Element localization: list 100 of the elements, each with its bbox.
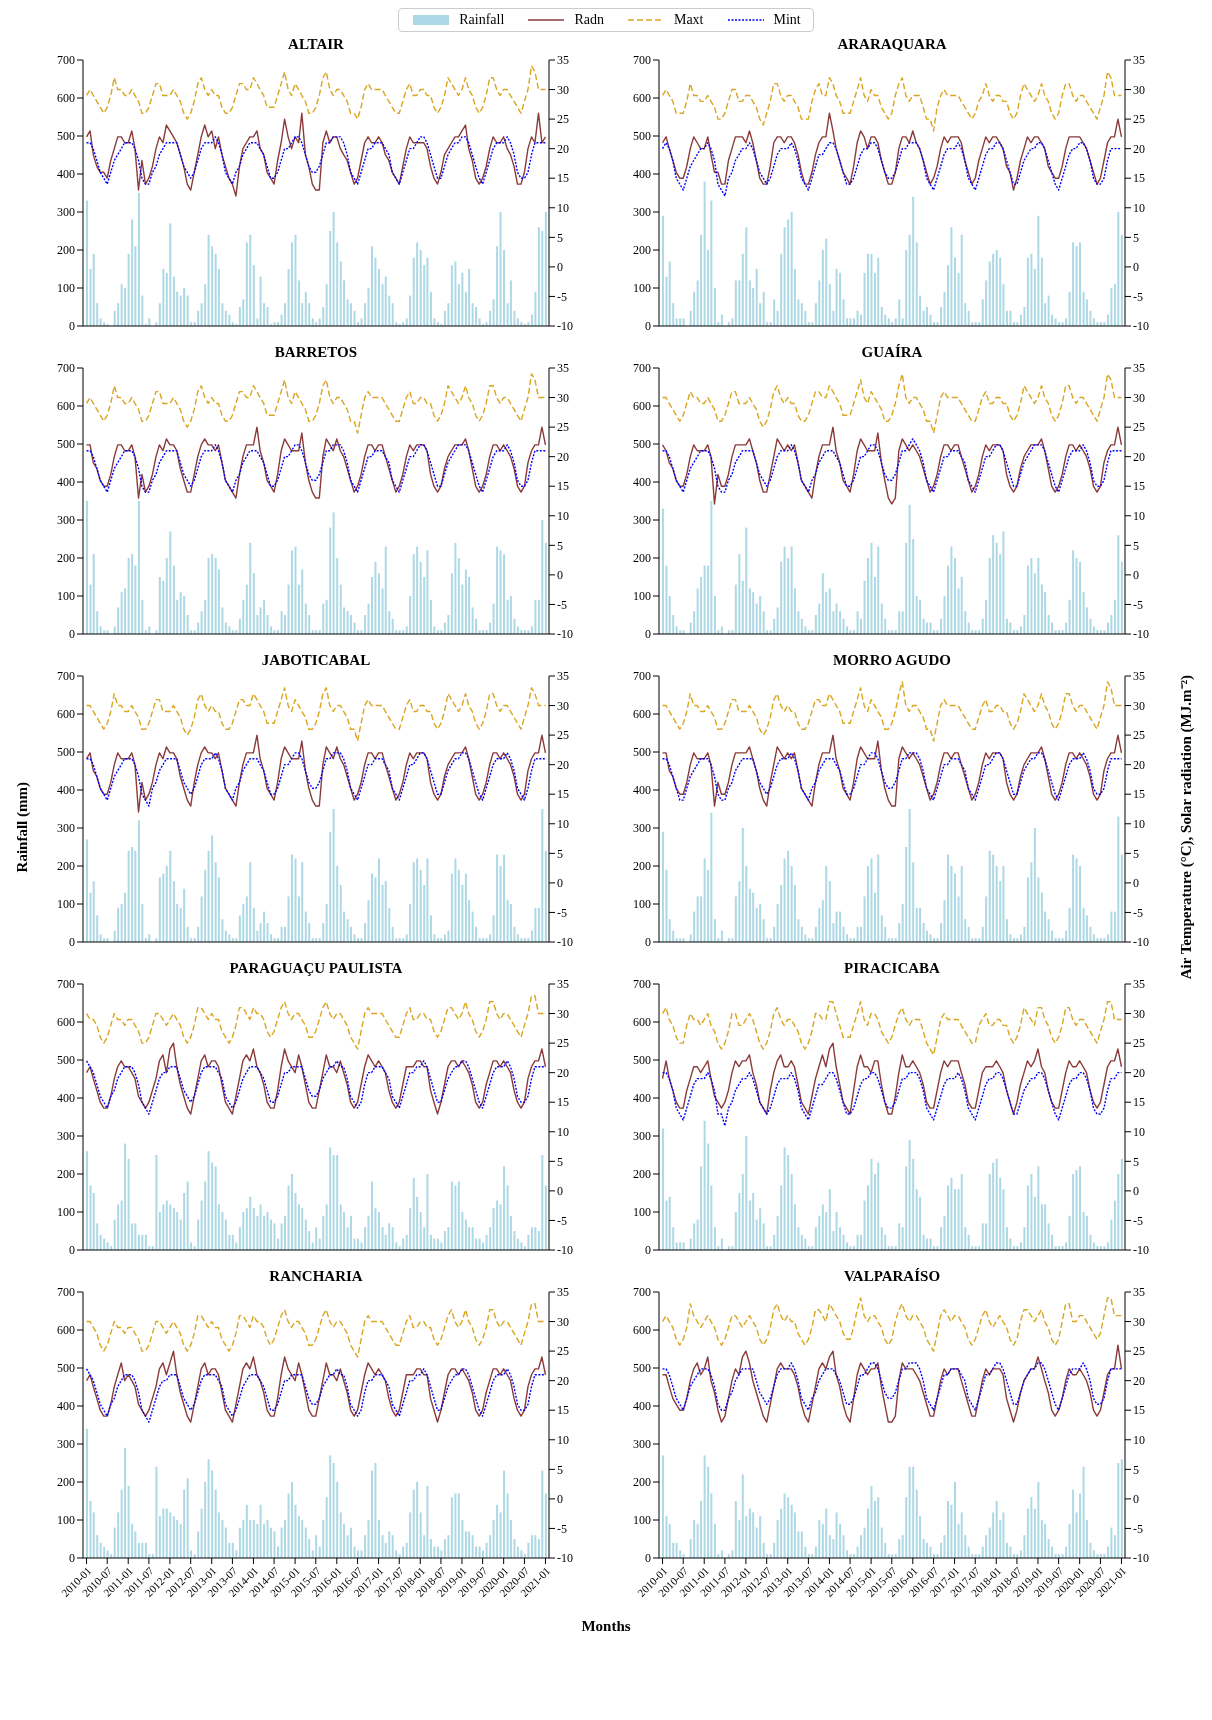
y2-tick-label: 15 [1133,479,1145,494]
y-tick-label: 200 [57,1475,75,1490]
y2-tick-label: 0 [557,876,563,891]
y-tick-label: 200 [633,551,651,566]
y-tick-label: 500 [633,745,651,760]
y2-tick-label: -10 [557,319,573,334]
chart-title: BARRETOS [274,344,358,360]
y-tick-label: 100 [633,589,651,604]
y-tick-label: 400 [57,475,75,490]
y2-tick-label: -10 [557,627,573,642]
y2-tick-label: 10 [557,1125,569,1140]
y2-tick-label: 0 [557,1492,563,1507]
y-tick-label: 100 [57,1513,75,1528]
y2-tick-label: -10 [1133,935,1149,950]
y2-tick-label: 30 [557,1006,569,1021]
y2-tick-label: -10 [557,935,573,950]
y-tick-label: 500 [57,1053,75,1068]
y2-tick-label: -10 [557,1243,573,1258]
y-tick-label: 0 [69,1551,75,1566]
chart-title: JABOTICABAL [261,652,371,668]
y-tick-label: 600 [633,1323,651,1338]
y-tick-label: 0 [645,1551,651,1566]
y-tick-label: 700 [633,669,651,684]
y-tick-label: 400 [633,475,651,490]
y-tick-label: 700 [633,1285,651,1300]
y-tick-label: 100 [57,589,75,604]
y2-tick-label: 0 [557,1184,563,1199]
y-tick-label: 400 [57,167,75,182]
y-tick-label: 700 [633,53,651,68]
y2-tick-label: -5 [557,597,567,612]
y2-tick-label: -10 [1133,1243,1149,1258]
y2-tick-label: 10 [1133,509,1145,524]
y-tick-label: 300 [57,205,75,220]
y2-tick-label: 5 [1133,230,1139,245]
y2-tick-label: 25 [557,1344,569,1359]
y2-tick-label: 5 [557,846,563,861]
y2-tick-label: 25 [557,112,569,127]
y-tick-label: 500 [57,437,75,452]
y-tick-label: 600 [633,707,651,722]
y-tick-label: 200 [633,859,651,874]
y-tick-label: 600 [57,399,75,414]
y2-axis-title: Air Temperature (°C), Solar radiation (MJ.m⁻²) [1177,674,1195,980]
y-tick-label: 300 [633,513,651,528]
y2-tick-label: 10 [1133,201,1145,216]
y2-tick-label: 20 [1133,757,1145,772]
y2-tick-label: 10 [557,509,569,524]
y2-tick-label: 35 [557,361,569,376]
y-tick-label: 600 [633,399,651,414]
y2-tick-label: 25 [557,728,569,743]
legend-label: Mint [773,12,801,28]
y-tick-label: 300 [633,1129,651,1144]
y2-tick-label: 5 [557,1154,563,1169]
y-tick-label: 500 [57,1361,75,1376]
y2-tick-label: -5 [1133,905,1143,920]
y-tick-label: 200 [633,243,651,258]
y2-tick-label: 5 [1133,1462,1139,1477]
y-tick-label: 700 [57,53,75,68]
y-tick-label: 100 [57,281,75,296]
y2-tick-label: -10 [1133,319,1149,334]
y-tick-label: 0 [645,1243,651,1258]
y-tick-label: 700 [57,361,75,376]
y-tick-label: 700 [633,361,651,376]
y-tick-label: 100 [633,281,651,296]
y2-tick-label: 30 [557,698,569,713]
y2-tick-label: 0 [557,568,563,583]
y2-tick-label: 0 [1133,876,1139,891]
y2-tick-label: 25 [557,1036,569,1051]
y-tick-label: 400 [633,1399,651,1414]
y-tick-label: 400 [633,783,651,798]
y-tick-label: 600 [57,1015,75,1030]
y2-tick-label: -5 [1133,1521,1143,1536]
y2-tick-label: -5 [557,289,567,304]
y-tick-label: 500 [57,129,75,144]
y-tick-label: 300 [57,513,75,528]
y2-tick-label: 15 [557,1403,569,1418]
y2-tick-label: 5 [1133,538,1139,553]
y-tick-label: 0 [69,935,75,950]
y2-tick-label: 20 [1133,1065,1145,1080]
y-tick-label: 600 [57,91,75,106]
y-tick-label: 700 [57,1285,75,1300]
y2-tick-label: 35 [557,1285,569,1300]
y2-tick-label: 10 [1133,1433,1145,1448]
y-tick-label: 500 [633,437,651,452]
y-tick-label: 0 [69,627,75,642]
y2-tick-label: 35 [557,977,569,992]
y2-tick-label: -10 [557,1551,573,1566]
y-tick-label: 400 [57,783,75,798]
y2-tick-label: 5 [557,538,563,553]
chart-title: MORRO AGUDO [833,652,951,668]
y2-tick-label: 20 [557,1373,569,1388]
y2-tick-label: 35 [1133,53,1145,68]
y-tick-label: 500 [633,129,651,144]
y-tick-label: 600 [57,1323,75,1338]
y2-tick-label: 5 [557,1462,563,1477]
y-tick-label: 200 [57,551,75,566]
y2-tick-label: 15 [557,1095,569,1110]
y2-tick-label: 20 [557,449,569,464]
chart-title: RANCHARIA [269,1268,363,1284]
y2-tick-label: 20 [557,757,569,772]
y2-tick-label: 20 [557,1065,569,1080]
